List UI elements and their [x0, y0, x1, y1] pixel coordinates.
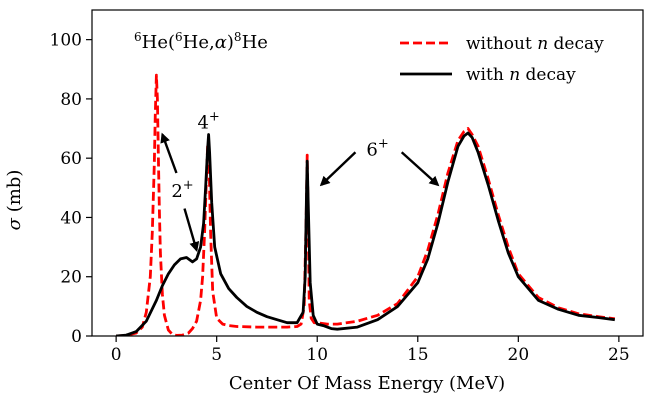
arrows-layer: 2+ 4+ 6+ [160, 110, 440, 252]
y-tick-label: 40 [60, 208, 82, 228]
y-tick-label: 0 [71, 327, 82, 347]
annotation-6plus: 6+ [366, 136, 388, 160]
y-tick-label: 20 [60, 268, 82, 288]
legend-label-without-n-decay: without n decay [466, 34, 604, 54]
legend: without n decay with n decay [400, 34, 604, 85]
annotation-4plus: 4+ [197, 110, 219, 134]
y-tick-label: 100 [50, 31, 82, 51]
plot-frame [91, 9, 644, 337]
annotation-arrow-3 [319, 151, 357, 187]
x-tick-label: 15 [407, 345, 429, 365]
annotation-arrow-1 [160, 132, 178, 174]
x-tick-label: 20 [508, 345, 530, 365]
x-tick-label: 0 [111, 345, 122, 365]
x-tick-label: 10 [306, 345, 328, 365]
y-axis-title: σ (mb) [4, 170, 25, 231]
annotation-arrow-2 [183, 208, 200, 252]
annotation-2plus: 2+ [171, 178, 193, 202]
y-tick-label: 60 [60, 149, 82, 169]
ticks-layer: 0 5 10 15 20 25 0 20 40 60 80 100 [50, 31, 630, 365]
series-layer [115, 73, 615, 336]
x-tick-label: 25 [608, 345, 630, 365]
annotation-arrow-4 [400, 151, 440, 187]
x-tick-label: 5 [211, 345, 222, 365]
series-line-without-n-decay [116, 73, 615, 336]
series-line-with-n-decay [115, 131, 615, 336]
legend-label-with-n-decay: with n decay [466, 65, 576, 85]
x-axis-title: Center Of Mass Energy (MeV) [229, 373, 505, 394]
y-tick-label: 80 [60, 90, 82, 110]
reaction-label: 6He(6He,α)8He [134, 30, 268, 53]
